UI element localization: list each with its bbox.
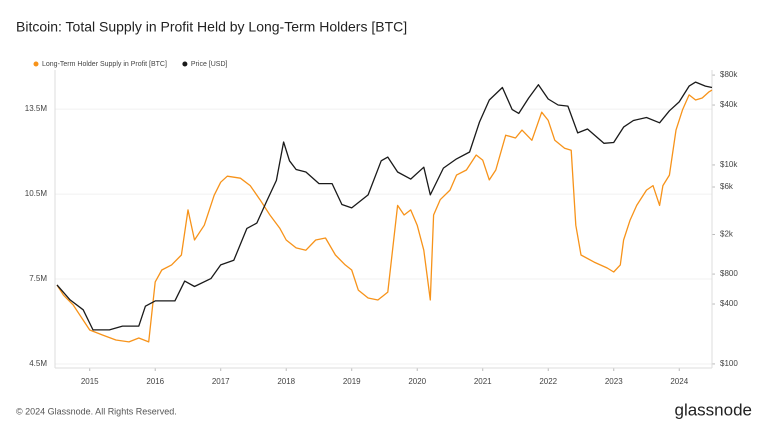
y2-tick-label: $80k (720, 70, 738, 79)
x-tick-label: 2017 (212, 377, 230, 386)
x-tick-label: 2018 (277, 377, 295, 386)
x-tick-label: 2019 (343, 377, 361, 386)
y-tick-label: 10.5M (25, 189, 48, 198)
y2-tick-label: $400 (720, 299, 738, 308)
y2-tick-label: $10k (720, 160, 738, 169)
legend-label: Price [USD] (191, 61, 228, 68)
x-tick-label: 2016 (146, 377, 164, 386)
y-tick-label: 7.5M (29, 274, 47, 283)
logo: glassnode (674, 400, 752, 419)
y2-tick-label: $100 (720, 359, 738, 368)
legend-swatch (182, 61, 188, 67)
x-tick-label: 2023 (605, 377, 623, 386)
y2-tick-label: $800 (720, 269, 738, 278)
y-tick-label: 13.5M (25, 104, 48, 113)
series-line (56, 81, 713, 331)
x-tick-label: 2022 (539, 377, 557, 386)
x-tick-label: 2020 (408, 377, 426, 386)
legend-label: Long-Term Holder Supply in Profit [BTC] (42, 61, 167, 68)
x-tick-label: 2015 (81, 377, 99, 386)
chart-title: Bitcoin: Total Supply in Profit Held by … (16, 19, 407, 35)
series-line (56, 89, 713, 343)
y-tick-label: 4.5M (29, 359, 47, 368)
legend-swatch (33, 61, 39, 67)
y2-tick-label: $40k (720, 100, 738, 109)
x-tick-label: 2024 (670, 377, 688, 386)
copyright: © 2024 Glassnode. All Rights Reserved. (16, 406, 177, 416)
y2-tick-label: $6k (720, 182, 734, 191)
x-tick-label: 2021 (474, 377, 492, 386)
y2-tick-label: $2k (720, 230, 734, 239)
